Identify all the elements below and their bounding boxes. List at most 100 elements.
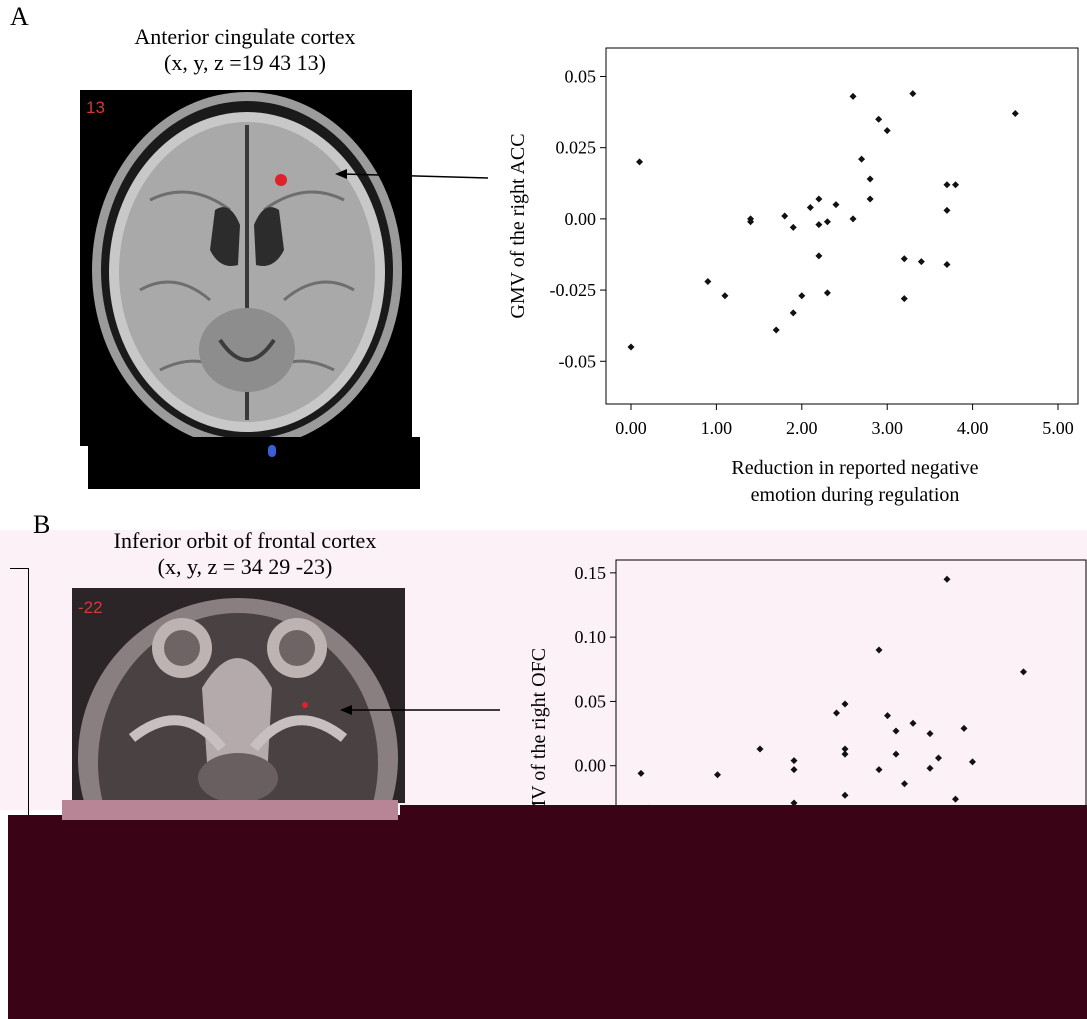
x-tick-label: 4.00 — [957, 418, 989, 438]
y-tick-label: 0.05 — [575, 691, 607, 711]
data-point — [841, 791, 849, 799]
data-point — [909, 90, 917, 98]
data-point — [806, 203, 814, 211]
ofc-highlight — [302, 702, 308, 708]
data-point — [790, 757, 798, 765]
slice-number-b: -22 — [78, 598, 103, 617]
data-point — [901, 780, 908, 788]
corruption-block-1 — [8, 815, 1087, 1019]
panel-b-region: Inferior orbit of frontal cortex — [113, 528, 377, 553]
chart-b-points — [637, 575, 1027, 869]
panel-b-left-bracket — [10, 568, 29, 879]
panel-a-letter: A — [10, 2, 29, 31]
data-point — [747, 218, 755, 226]
data-point — [781, 212, 789, 220]
y-tick-label: -0.05 — [559, 351, 597, 371]
data-point — [900, 295, 908, 303]
data-point — [935, 754, 942, 762]
y-tick-label: -0.025 — [550, 280, 597, 300]
data-point — [832, 201, 840, 209]
data-point — [815, 221, 823, 229]
corruption-block-3 — [400, 805, 1087, 817]
data-point — [772, 326, 780, 334]
data-point — [952, 795, 959, 803]
chart-a-x-ticks: 0.00 1.00 2.00 3.00 4.00 5.00 — [615, 404, 1074, 438]
data-point — [823, 289, 831, 297]
data-point — [636, 158, 644, 166]
panel-b-letter: B — [33, 510, 51, 539]
data-point — [833, 709, 840, 717]
data-point — [714, 771, 721, 779]
data-point — [849, 92, 857, 100]
x-tick-label: 5.00 — [1042, 418, 1074, 438]
data-point — [943, 575, 951, 583]
x-tick-label: 1.00 — [701, 418, 733, 438]
data-point — [892, 750, 900, 758]
panel-b-coords: (x, y, z = 34 29 -23) — [157, 554, 333, 579]
y-tick-label: 0.025 — [556, 138, 597, 158]
data-point — [798, 292, 806, 300]
data-point — [841, 745, 849, 753]
data-point — [875, 115, 883, 123]
data-point — [875, 646, 883, 654]
data-point — [892, 727, 900, 735]
data-point — [823, 218, 831, 226]
data-point — [900, 255, 908, 263]
data-point — [627, 343, 635, 351]
chart-a-points — [627, 90, 1019, 351]
brain-axial-image-a — [92, 92, 402, 448]
data-point — [790, 799, 798, 807]
blue-highlight-icon — [268, 445, 276, 457]
panel-a-title: Anterior cingulate cortex (x, y, z =19 4… — [60, 24, 430, 76]
data-point — [1020, 668, 1027, 676]
data-point — [849, 215, 857, 223]
panel-b-title: Inferior orbit of frontal cortex (x, y, … — [60, 528, 430, 580]
corruption-block-2 — [62, 800, 398, 820]
data-point — [815, 195, 823, 203]
chart-a-y-ticks: 0.05 0.025 0.00 -0.025 -0.05 — [550, 66, 606, 371]
data-point — [943, 181, 951, 189]
brain-scan-a-bottom-strip — [88, 437, 420, 489]
data-point — [952, 181, 960, 189]
chart-b-y-label: GMV of the right OFC — [528, 648, 550, 832]
data-point — [909, 719, 917, 727]
acc-highlight — [275, 174, 287, 186]
chart-a-y-label: GMV of the right ACC — [507, 133, 529, 318]
panel-a-coords: (x, y, z =19 43 13) — [164, 50, 326, 75]
x-tick-label: 2.00 — [786, 418, 818, 438]
y-tick-label: 0.10 — [575, 627, 607, 647]
brain-scan-a: 13 — [80, 90, 412, 448]
data-point — [790, 766, 798, 774]
chart-a-x-label: Reduction in reported negative emotion d… — [731, 457, 979, 506]
y-tick-label: 0.00 — [575, 756, 607, 776]
data-point — [917, 258, 925, 266]
chart-a-plot-frame — [605, 47, 1079, 405]
y-tick-label: 0.15 — [575, 563, 607, 583]
data-point — [960, 724, 968, 732]
data-point — [943, 260, 951, 268]
data-point — [926, 730, 934, 738]
data-point — [721, 292, 729, 300]
data-point — [637, 769, 645, 777]
data-point — [756, 745, 764, 753]
x-tick-label: 0.00 — [615, 418, 647, 438]
slice-number-a: 13 — [86, 98, 105, 117]
data-point — [789, 223, 797, 231]
panel-a-region: Anterior cingulate cortex — [134, 24, 356, 49]
data-point — [926, 764, 934, 772]
data-point — [704, 278, 712, 286]
data-point — [969, 758, 976, 766]
y-tick-label: 0.00 — [565, 209, 597, 229]
data-point — [875, 766, 883, 774]
data-point — [841, 700, 849, 708]
data-point — [884, 712, 891, 720]
data-point — [866, 195, 874, 203]
data-point — [815, 252, 823, 260]
data-point — [858, 155, 866, 163]
data-point — [866, 175, 874, 183]
data-point — [943, 206, 951, 214]
data-point — [1011, 110, 1019, 118]
y-tick-label: 0.05 — [565, 66, 597, 86]
x-tick-label: 3.00 — [871, 418, 903, 438]
